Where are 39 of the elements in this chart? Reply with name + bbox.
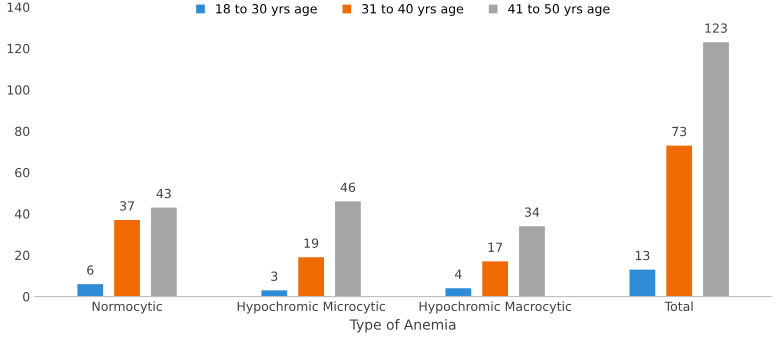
y-tick-label: 140	[8, 2, 30, 12]
data-label: 73	[672, 126, 686, 136]
data-label: 46	[340, 182, 356, 192]
y-tick-label: 100	[8, 85, 30, 95]
data-label: 37	[120, 201, 134, 211]
x-tick-label: Total	[664, 301, 693, 312]
data-label: 43	[156, 188, 171, 198]
x-tick-label: Hypochromic Macrocytic	[420, 301, 572, 314]
bar	[114, 220, 140, 297]
data-label: 6	[87, 265, 94, 275]
bar	[482, 261, 508, 297]
bar	[77, 284, 104, 297]
y-tick-label: 80	[15, 126, 30, 136]
y-tick-label: 40	[14, 209, 30, 219]
bar	[151, 208, 177, 297]
y-tick-label: 20	[15, 250, 30, 260]
data-label: 19	[304, 238, 318, 248]
x-axis-title: Type of Anemia	[350, 319, 456, 332]
data-label: 123	[705, 23, 727, 33]
bar	[298, 257, 324, 297]
legend-label: 41 to 50 yrs age	[508, 4, 610, 16]
data-label: 13	[636, 250, 650, 260]
data-label: 4	[454, 270, 462, 279]
bar	[630, 270, 656, 297]
bar	[335, 201, 361, 297]
bar	[703, 42, 729, 297]
bar	[445, 288, 472, 297]
x-tick-label: Hypochromic Microcytic	[238, 301, 385, 314]
data-label: 3	[271, 271, 278, 281]
legend-label: 18 to 30 yrs age	[216, 4, 317, 16]
legend-label: 31 to 40 yrs age	[362, 4, 464, 16]
y-tick-label: 120	[8, 44, 30, 54]
data-label: 17	[488, 242, 502, 252]
bar	[666, 146, 692, 297]
bar	[519, 226, 545, 297]
y-tick-label: 0	[23, 292, 30, 302]
x-tick-label: Normocytic	[92, 301, 162, 314]
data-label: 34	[524, 207, 540, 217]
y-tick-label: 60	[15, 168, 30, 178]
